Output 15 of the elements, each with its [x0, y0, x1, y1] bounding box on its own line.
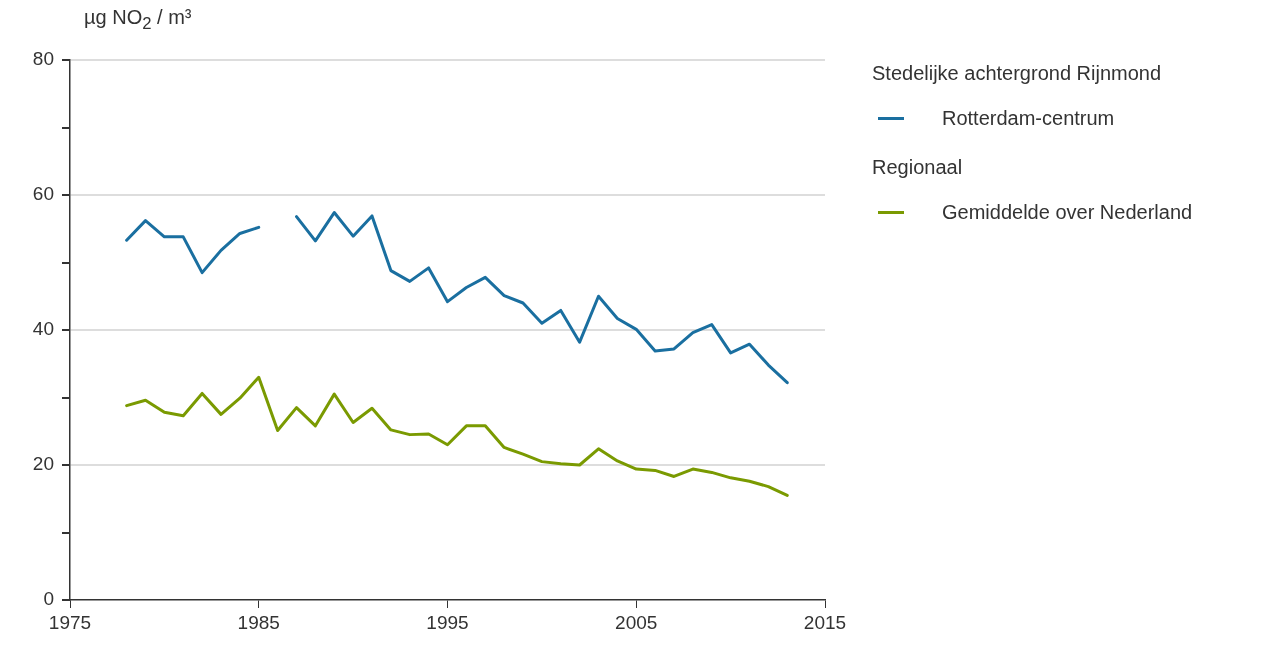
- y-tick-label: 20: [32, 453, 54, 475]
- y-axis-title: µg NO$_{2}$ / m³: [84, 6, 192, 34]
- x-tick-label: 2005: [615, 611, 658, 633]
- y-tick-label: 40: [32, 318, 54, 340]
- legend-label: Rotterdam-centrum: [942, 107, 1115, 130]
- x-tick-label: 1975: [48, 611, 92, 633]
- x-tick-label: 1985: [237, 611, 280, 633]
- y-tick-label: 60: [32, 183, 54, 205]
- text: Stedelijke achtergrond Rijnmond: [872, 62, 1163, 85]
- y-tick-label: 80: [32, 48, 54, 70]
- text: Regionaal: [872, 156, 964, 179]
- y-tick-label: 0: [43, 588, 54, 610]
- legend-label: Gemiddelde over Nederland: [942, 201, 1193, 224]
- x-tick-label: 2015: [803, 611, 847, 633]
- x-tick-label: 1995: [426, 611, 469, 633]
